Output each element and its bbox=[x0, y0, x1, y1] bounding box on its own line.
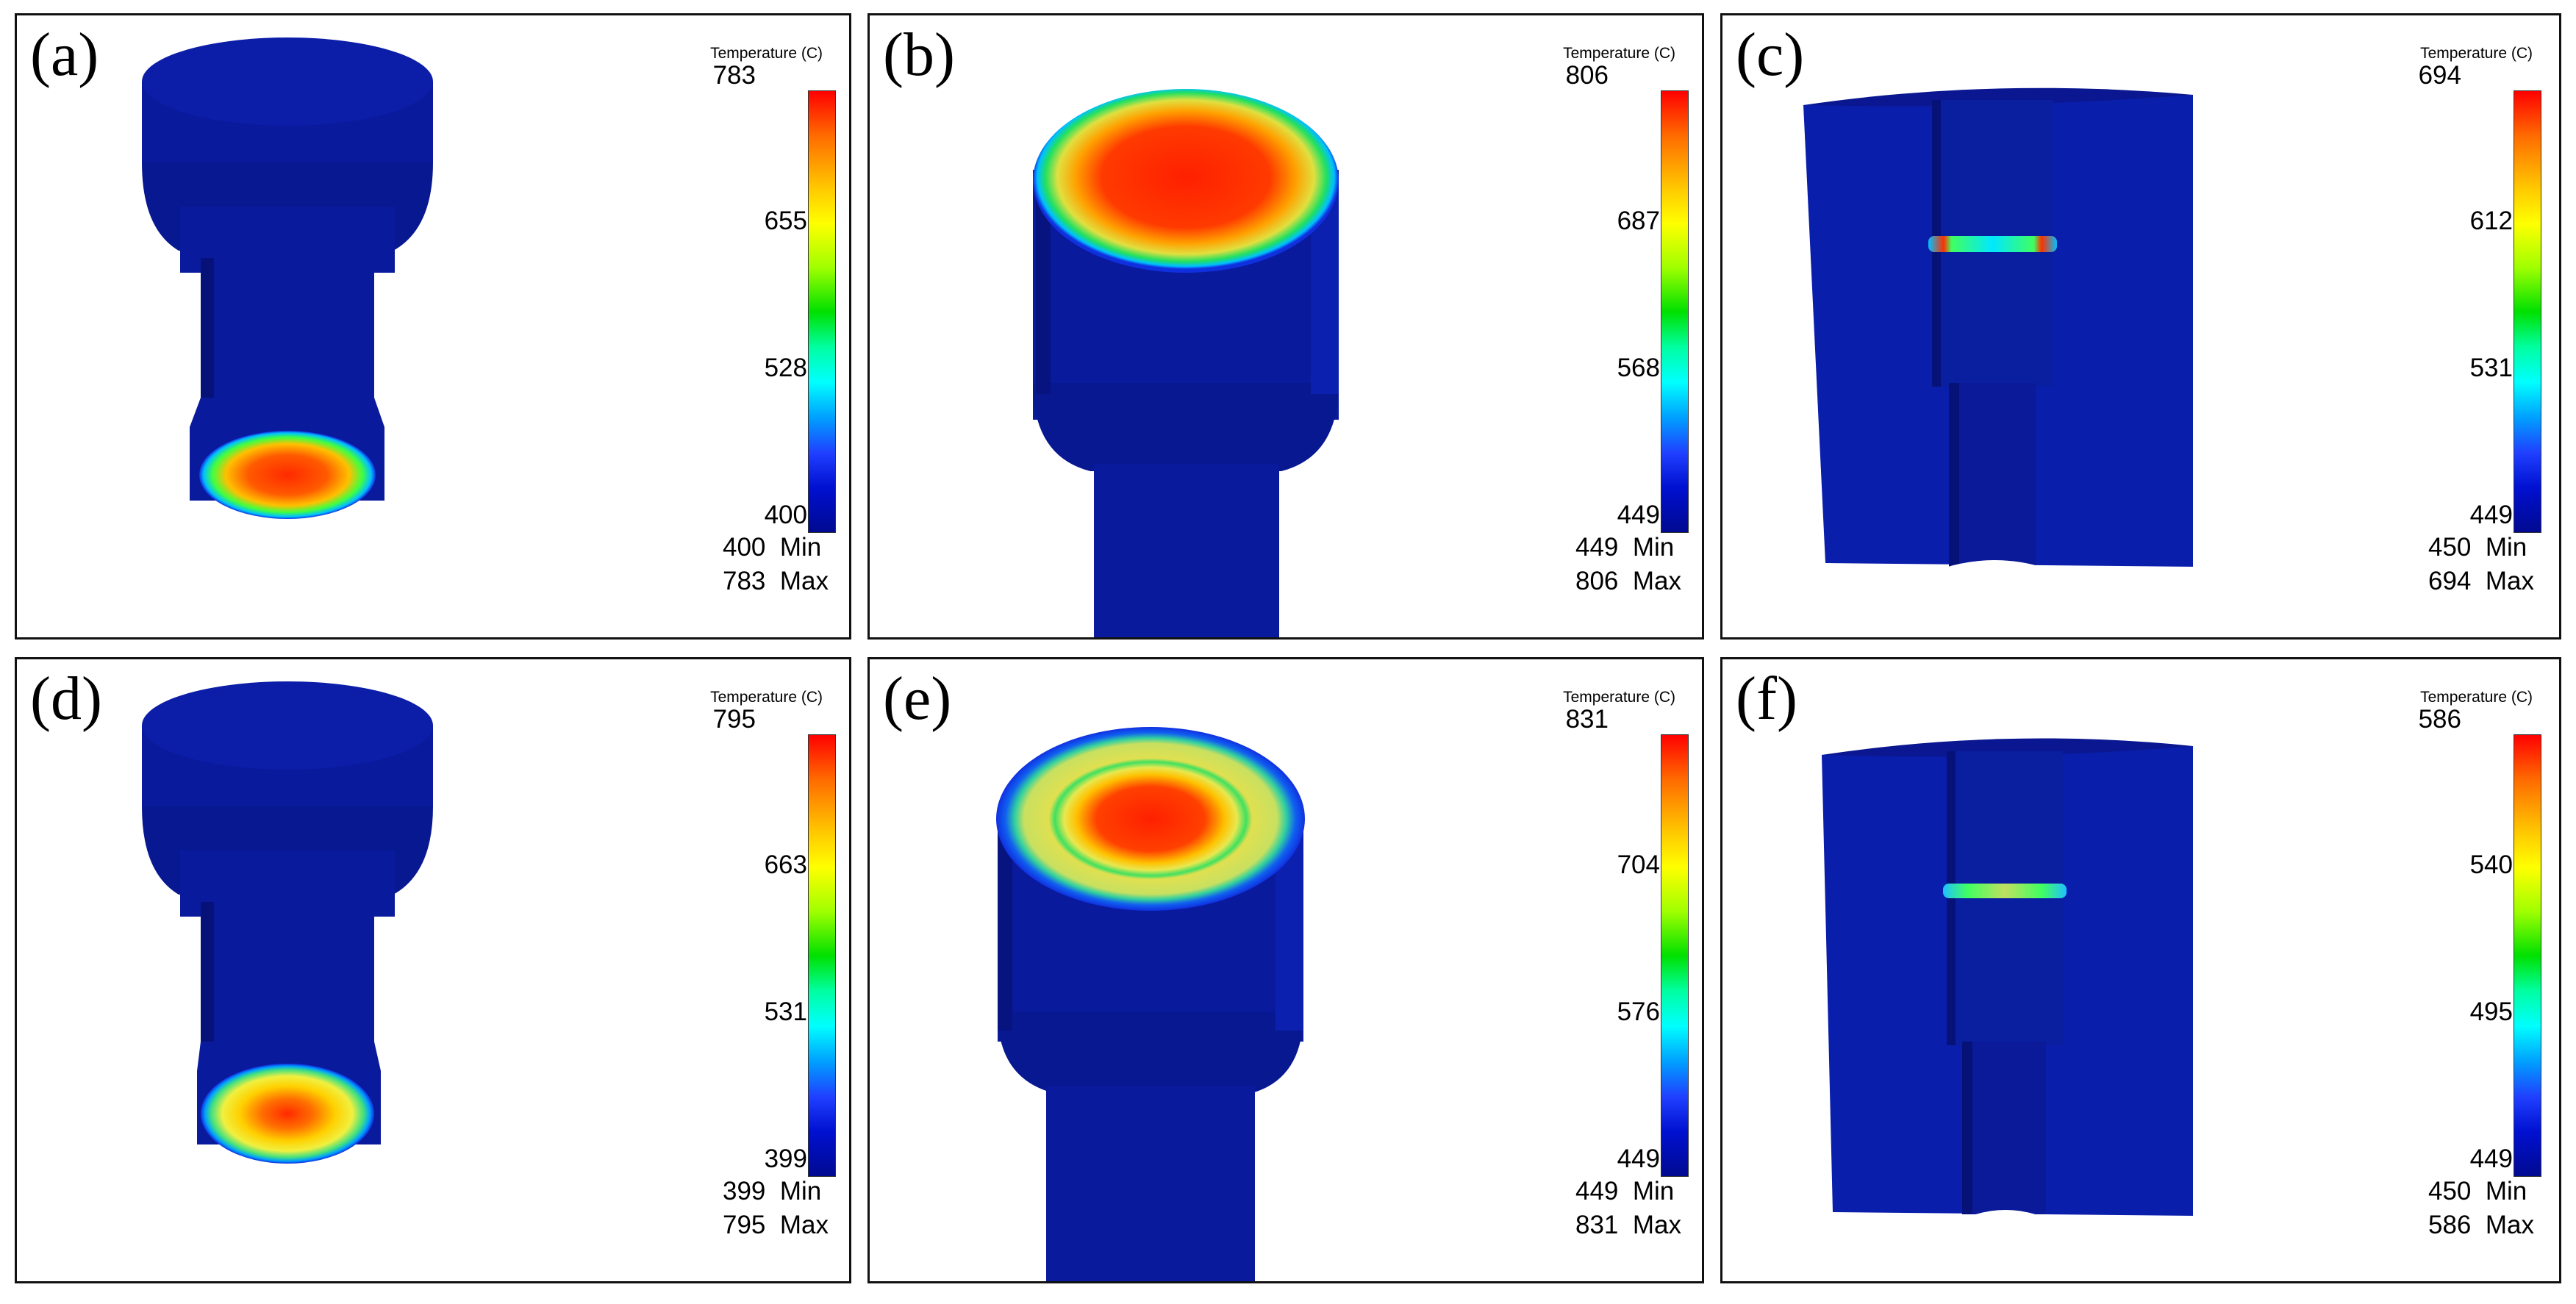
legend-tick-3: 576 bbox=[1617, 997, 1660, 1026]
temperature-colorbar-icon bbox=[1661, 90, 1689, 533]
legend-tick-min: 399 bbox=[764, 1144, 807, 1173]
legend-tick-max: 795 bbox=[712, 705, 756, 734]
panel-b: (b) Temperature (C) 806 687 568 449 449 … bbox=[867, 13, 1704, 640]
model-shaft-closeup bbox=[996, 727, 1305, 1281]
panel-e: (e) Temperature (C) 831 704 576 449 449 … bbox=[867, 657, 1704, 1283]
legend-tick-max: 694 bbox=[2418, 61, 2461, 90]
legend-title: Temperature (C) bbox=[1563, 689, 1675, 706]
legend-min: 450 Min bbox=[2428, 533, 2527, 562]
legend-tick-max: 586 bbox=[2418, 705, 2461, 734]
legend-title: Temperature (C) bbox=[710, 689, 823, 706]
legend-tick-2: 655 bbox=[764, 207, 807, 235]
panel-d: (d) Temperature (C) 795 663 531 399 399 … bbox=[15, 657, 851, 1283]
panel-f: (f) Temperature (C) 586 540 495 449 450 … bbox=[1720, 657, 2561, 1283]
legend-tick-3: 531 bbox=[2469, 354, 2513, 382]
temperature-colorbar-icon bbox=[2514, 734, 2541, 1177]
legend-min: 449 Min bbox=[1575, 533, 1675, 562]
temperature-colorbar-icon bbox=[808, 734, 836, 1177]
legend-tick-3: 528 bbox=[764, 354, 807, 382]
legend-tick-max: 831 bbox=[1565, 705, 1609, 734]
legend-max: 694 Max bbox=[2428, 567, 2534, 595]
panel-label: (a) bbox=[30, 21, 99, 89]
legend-tick-max: 783 bbox=[712, 61, 756, 90]
legend-tick-min: 449 bbox=[1617, 1144, 1660, 1173]
legend-tick-2: 612 bbox=[2469, 207, 2513, 235]
legend-min: 449 Min bbox=[1575, 1177, 1675, 1206]
legend-tick-2: 663 bbox=[764, 850, 807, 879]
panel-a: (a) Temperature (C) 783 655 528 400 400 … bbox=[15, 13, 851, 640]
legend-title: Temperature (C) bbox=[710, 45, 823, 62]
legend-max: 586 Max bbox=[2428, 1211, 2534, 1239]
legend-max: 783 Max bbox=[723, 567, 829, 595]
panel-label: (f) bbox=[1736, 664, 1797, 733]
temperature-colorbar-icon bbox=[1661, 734, 1689, 1177]
legend-max: 806 Max bbox=[1575, 567, 1681, 595]
panel-c: (c) Temperature (C) 694 612 531 449 450 … bbox=[1720, 13, 2561, 640]
legend-tick-min: 449 bbox=[2469, 1144, 2513, 1173]
legend-tick-max: 806 bbox=[1565, 61, 1609, 90]
model-die-section bbox=[1822, 738, 2193, 1218]
model-stepped-shaft-bottom bbox=[142, 681, 433, 1164]
legend-tick-3: 495 bbox=[2469, 997, 2513, 1026]
legend-min: 399 Min bbox=[723, 1177, 822, 1206]
legend-title: Temperature (C) bbox=[2420, 45, 2533, 62]
legend-tick-min: 400 bbox=[764, 501, 807, 529]
panel-label: (b) bbox=[883, 21, 955, 89]
legend-title: Temperature (C) bbox=[2420, 689, 2533, 706]
model-shaft-closeup bbox=[1033, 89, 1339, 637]
temperature-colorbar-icon bbox=[808, 90, 836, 533]
temperature-colorbar-icon bbox=[2514, 90, 2541, 533]
panel-label: (e) bbox=[883, 664, 952, 733]
model-die-section bbox=[1803, 87, 2193, 568]
legend-tick-min: 449 bbox=[2469, 501, 2513, 529]
legend-tick-min: 449 bbox=[1617, 501, 1660, 529]
model-stepped-shaft-bottom bbox=[142, 37, 433, 519]
panel-label: (d) bbox=[30, 664, 102, 733]
legend-max: 831 Max bbox=[1575, 1211, 1681, 1239]
legend-min: 450 Min bbox=[2428, 1177, 2527, 1206]
legend-tick-2: 540 bbox=[2469, 850, 2513, 879]
legend-max: 795 Max bbox=[723, 1211, 829, 1239]
legend-tick-2: 704 bbox=[1617, 850, 1660, 879]
legend-tick-2: 687 bbox=[1617, 207, 1660, 235]
legend-min: 400 Min bbox=[723, 533, 822, 562]
panel-label: (c) bbox=[1736, 21, 1805, 89]
legend-title: Temperature (C) bbox=[1563, 45, 1675, 62]
legend-tick-3: 568 bbox=[1617, 354, 1660, 382]
legend-tick-3: 531 bbox=[764, 997, 807, 1026]
